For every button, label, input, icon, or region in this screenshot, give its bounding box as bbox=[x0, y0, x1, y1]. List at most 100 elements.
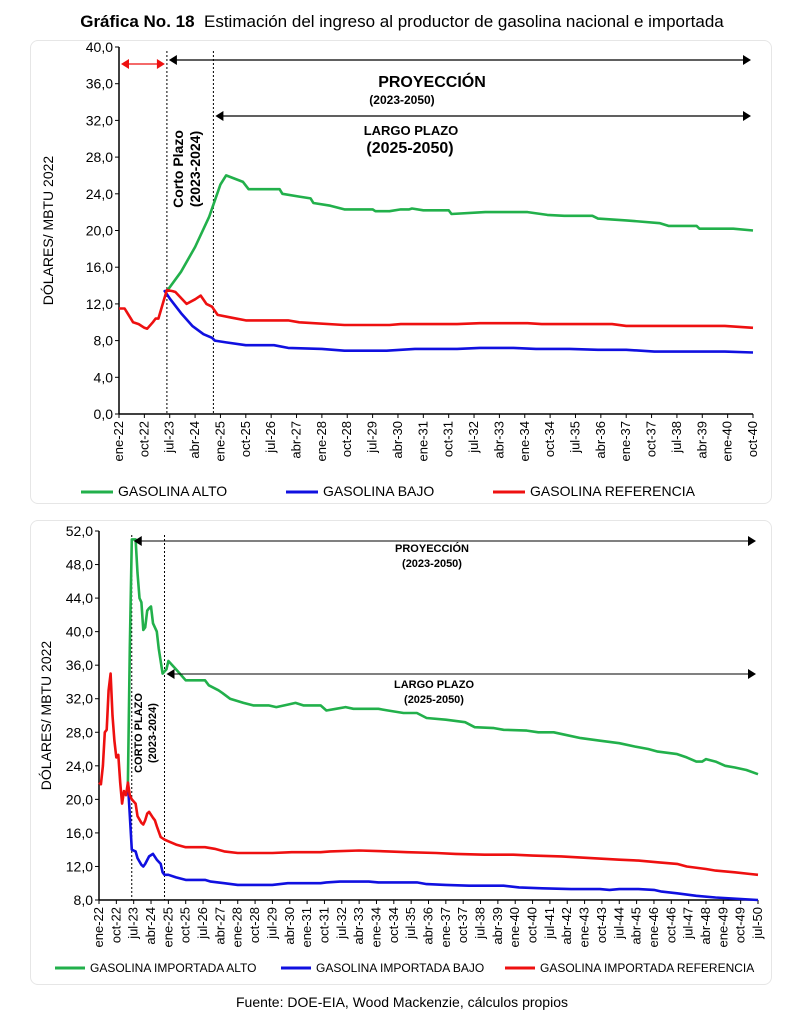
c2-y-tick-label: 48,0 bbox=[66, 557, 93, 573]
c2-x-tick-label: jul-29 bbox=[264, 907, 279, 940]
c1-y-tick-label: 16,0 bbox=[86, 259, 113, 275]
c1-x-tick-label: jul-38 bbox=[669, 421, 684, 454]
source-note: Fuente: DOE-EIA, Wood Mackenzie, cálculo… bbox=[235, 994, 568, 1010]
c1-x-tick-label: oct-25 bbox=[238, 421, 253, 457]
c2-x-tick-label: abr-36 bbox=[421, 907, 436, 945]
c1-corto-label: Corto Plazo bbox=[170, 130, 186, 208]
c2-y-tick-label: 32,0 bbox=[66, 691, 93, 707]
c1-x-tick-label: oct-22 bbox=[136, 421, 151, 457]
c1-x-tick-label: ene-40 bbox=[720, 421, 735, 461]
c1-history-arrow-head-right bbox=[156, 59, 165, 69]
c2-y-tick-label: 28,0 bbox=[66, 724, 93, 740]
c2-x-tick-label: ene-34 bbox=[368, 907, 383, 947]
c1-legend-label: GASOLINA ALTO bbox=[118, 483, 227, 499]
c2-x-tick-label: abr-27 bbox=[212, 907, 227, 945]
c2-x-tick-label: ene-25 bbox=[160, 907, 175, 947]
c1-series-line bbox=[163, 289, 754, 354]
c2-y-tick-label: 8,0 bbox=[74, 892, 94, 908]
c1-history-arrow-head-left bbox=[121, 59, 129, 69]
c2-x-tick-label: ene-28 bbox=[230, 907, 245, 947]
c2-x-tick-label: jul-41 bbox=[542, 907, 557, 940]
c1-x-tick-label: oct-40 bbox=[745, 421, 760, 457]
c2-x-tick-label: jul-50 bbox=[750, 907, 765, 940]
c1-x-tick-label: abr-27 bbox=[289, 421, 304, 459]
c1-y-tick-label: 40,0 bbox=[86, 41, 113, 55]
c1-x-tick-label: abr-30 bbox=[390, 421, 405, 459]
c1-largo-label: LARGO PLAZO bbox=[364, 123, 459, 138]
c2-x-tick-label: jul-47 bbox=[681, 907, 696, 940]
c2-y-tick-label: 40,0 bbox=[66, 624, 93, 640]
c1-y-tick-label: 20,0 bbox=[86, 223, 113, 239]
c2-corto-label: CORTO PLAZO bbox=[133, 693, 145, 773]
c1-legend-label: GASOLINA BAJO bbox=[323, 483, 434, 499]
c1-x-tick-label: oct-34 bbox=[542, 421, 557, 457]
c1-largo-years: (2025-2050) bbox=[366, 140, 453, 157]
c2-x-tick-label: ene-43 bbox=[577, 907, 592, 947]
c1-x-tick-label: abr-33 bbox=[491, 421, 506, 459]
c2-largo-label: LARGO PLAZO bbox=[394, 679, 474, 691]
c1-y-tick-label: 12,0 bbox=[86, 296, 113, 312]
c2-y-tick-label: 20,0 bbox=[66, 791, 93, 807]
c2-y-tick-label: 44,0 bbox=[66, 590, 93, 606]
chart-nacional: 0,0 4,0 8,0 12,0 16,0 20,0 24,0 28,0 32,0 36,0 40,… bbox=[40, 41, 760, 499]
c2-legend-label: GASOLINA IMPORTADA BAJO bbox=[316, 961, 484, 975]
c1-y-tick-label: 32,0 bbox=[86, 112, 113, 128]
chart-panel-importada: 8,0 12,0 16,0 20,0 24,0 28,0 32,0 36,0 40,0 44,0 4… bbox=[30, 520, 772, 985]
c1-x-tick-label: ene-28 bbox=[314, 421, 329, 461]
c2-y-tick-label: 12,0 bbox=[66, 858, 93, 874]
c2-proyeccion-label: PROYECCIÓN bbox=[395, 542, 469, 555]
c2-x-tick-label: ene-22 bbox=[91, 907, 106, 947]
c2-x-tick-label: oct-31 bbox=[316, 907, 331, 943]
c2-legend-label: GASOLINA IMPORTADA ALTO bbox=[90, 961, 257, 975]
c2-series-line bbox=[126, 782, 759, 902]
c1-y-tick-label: 24,0 bbox=[86, 186, 113, 202]
c2-x-tick-label: oct-28 bbox=[247, 907, 262, 943]
c1-x-tick-label: abr-36 bbox=[593, 421, 608, 459]
c1-x-tick-label: ene-34 bbox=[517, 421, 532, 461]
c2-x-tick-label: ene-46 bbox=[646, 907, 661, 947]
c2-largo-arrow-head-left bbox=[166, 669, 175, 679]
c2-x-tick-label: jul-23 bbox=[126, 907, 141, 940]
c1-y-axis-label: DÓLARES/ MBTU 2022 bbox=[40, 156, 56, 306]
c2-largo-years: (2025-2050) bbox=[404, 694, 464, 706]
c2-y-tick-label: 24,0 bbox=[66, 758, 93, 774]
figure-title-text: Estimación del ingreso al productor de g… bbox=[204, 12, 724, 31]
c1-y-tick-label: 36,0 bbox=[86, 76, 113, 92]
c2-x-tick-label: ene-31 bbox=[299, 907, 314, 947]
c1-x-tick-label: jul-35 bbox=[567, 421, 582, 454]
c2-x-tick-label: jul-26 bbox=[195, 907, 210, 940]
c2-x-tick-label: jul-44 bbox=[611, 907, 626, 940]
c1-x-tick-label: ene-22 bbox=[111, 421, 126, 461]
c2-legend-label: GASOLINA IMPORTADA REFERENCIA bbox=[540, 961, 754, 975]
c2-y-axis-label: DÓLARES/ MBTU 2022 bbox=[38, 641, 54, 791]
c1-x-tick-label: ene-25 bbox=[212, 421, 227, 461]
c2-y-tick-label: 16,0 bbox=[66, 825, 93, 841]
c2-x-tick-label: abr-45 bbox=[629, 907, 644, 945]
c1-x-tick-label: ene-31 bbox=[415, 421, 430, 461]
c1-x-tick-label: oct-31 bbox=[441, 421, 456, 457]
c1-x-tick-label: abr-39 bbox=[694, 421, 709, 459]
c2-y-tick-label: 36,0 bbox=[66, 657, 93, 673]
c1-corto-years: (2023-2024) bbox=[187, 131, 203, 207]
c2-x-tick-label: jul-38 bbox=[473, 907, 488, 940]
c2-x-tick-label: oct-22 bbox=[108, 907, 123, 943]
c2-proyeccion-arrow-head-right bbox=[748, 536, 756, 546]
c2-x-tick-label: jul-35 bbox=[403, 907, 418, 940]
c1-proyeccion-label: PROYECCIÓN bbox=[378, 72, 486, 91]
c2-x-tick-label: ene-37 bbox=[438, 907, 453, 947]
c1-proyeccion-arrow-head-right bbox=[743, 55, 751, 65]
c2-largo-arrow-head-right bbox=[748, 669, 756, 679]
c2-x-tick-label: oct-43 bbox=[594, 907, 609, 943]
c2-x-tick-label: oct-49 bbox=[733, 907, 748, 943]
c1-x-tick-label: jul-32 bbox=[466, 421, 481, 454]
c1-proyeccion-arrow-head-left bbox=[168, 55, 177, 65]
c1-largo-arrow-head-right bbox=[743, 111, 751, 121]
c2-proyeccion-years: (2023-2050) bbox=[402, 558, 462, 570]
c2-x-tick-label: abr-24 bbox=[143, 907, 158, 945]
c1-series-line bbox=[119, 288, 754, 331]
c2-x-tick-label: abr-33 bbox=[351, 907, 366, 945]
c1-y-tick-label: 8,0 bbox=[94, 333, 114, 349]
chart-importada: 8,0 12,0 16,0 20,0 24,0 28,0 32,0 36,0 40,0 44,0 4… bbox=[38, 523, 765, 975]
c2-x-tick-label: oct-25 bbox=[178, 907, 193, 943]
c1-x-tick-label: oct-37 bbox=[644, 421, 659, 457]
